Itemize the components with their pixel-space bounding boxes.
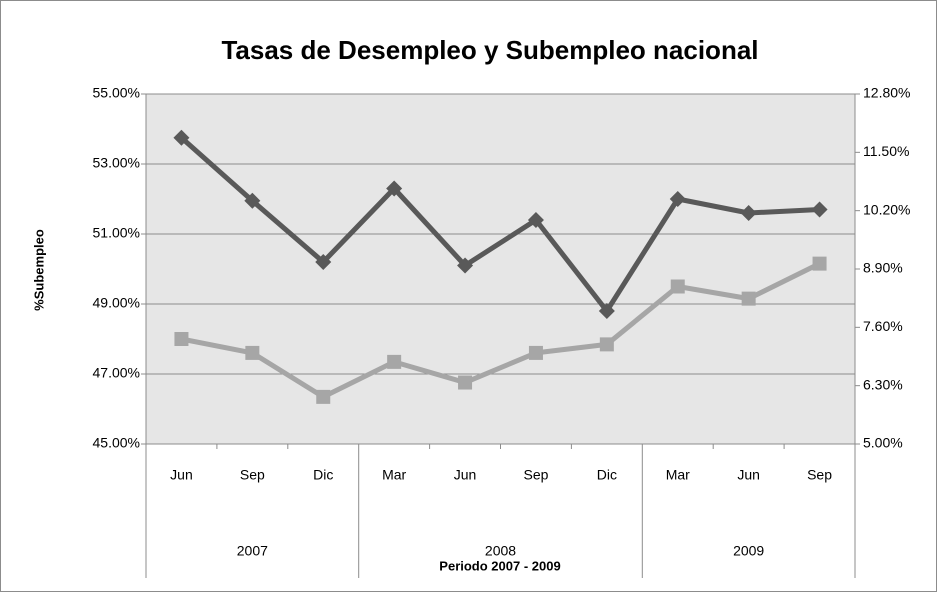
marker: [741, 291, 756, 306]
y-tick-label: 49.00%: [93, 295, 140, 311]
y2-tick-label: 6.30%: [863, 376, 903, 392]
x-tick-label: Dic: [313, 467, 333, 483]
marker: [527, 212, 544, 228]
marker: [670, 279, 685, 294]
group-label: 2008: [485, 543, 516, 559]
x-tick-label: Sep: [523, 467, 548, 483]
marker: [315, 254, 332, 270]
x-tick-label: Mar: [666, 467, 690, 483]
marker: [740, 205, 757, 221]
plot-area: [146, 94, 855, 444]
marker: [599, 337, 614, 352]
marker: [387, 354, 402, 369]
y2-tick-label: 10.20%: [863, 201, 910, 217]
y-tick-label: 51.00%: [93, 225, 140, 241]
x-tick-label: Jun: [454, 467, 477, 483]
marker: [458, 375, 473, 390]
marker: [173, 129, 190, 146]
x-tick-label: Jun: [737, 467, 760, 483]
x-tick-label: Sep: [240, 467, 265, 483]
marker: [598, 303, 615, 319]
marker: [669, 191, 686, 207]
x-tick-label: Sep: [807, 467, 832, 483]
group-label: 2007: [237, 543, 268, 559]
group-label: 2009: [733, 543, 764, 559]
x-tick-label: Jun: [170, 467, 193, 483]
x-tick-label: Dic: [597, 467, 617, 483]
chart-title: Tasas de Desempleo y Subempleo nacional: [221, 35, 758, 65]
y2-tick-label: 8.90%: [863, 260, 903, 276]
y-tick-label: 45.00%: [93, 435, 140, 451]
marker: [244, 192, 261, 209]
y2-tick-label: 12.80%: [863, 85, 910, 101]
y-tick-label: 55.00%: [93, 85, 140, 101]
marker: [811, 201, 828, 218]
y-tick-label: 53.00%: [93, 155, 140, 171]
marker: [245, 345, 260, 360]
marker: [457, 257, 474, 274]
y2-tick-label: 7.60%: [863, 318, 903, 334]
marker: [812, 256, 827, 271]
y-tick-label: 47.00%: [93, 365, 140, 381]
x-axis-title: Periodo 2007 - 2009: [439, 558, 560, 573]
y-axis-title: %Subempleo: [31, 229, 46, 311]
x-tick-label: Mar: [382, 467, 406, 483]
series-line: [179, 135, 820, 314]
marker: [174, 332, 189, 346]
marker: [316, 389, 331, 404]
y2-tick-label: 11.50%: [863, 143, 909, 159]
marker: [386, 180, 403, 197]
marker: [528, 345, 543, 360]
y2-tick-label: 5.00%: [863, 435, 903, 451]
series-line: [180, 261, 821, 400]
